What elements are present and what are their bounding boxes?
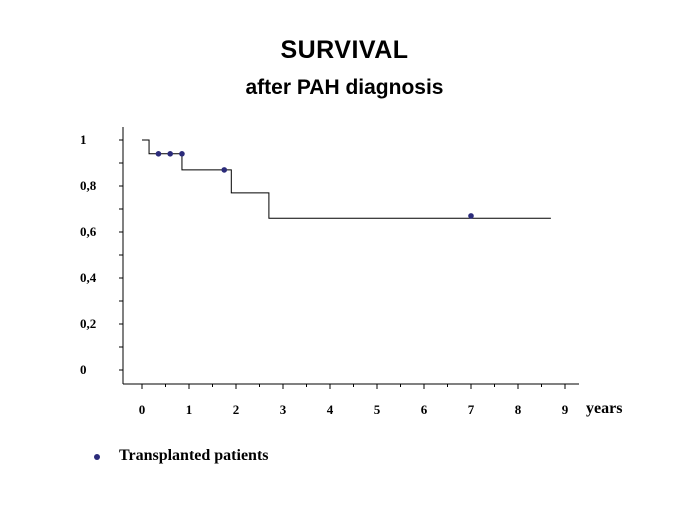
y-tick-label: 1 — [80, 132, 87, 147]
x-axis-ticks: 0 1 2 3 4 5 6 7 8 9 — [139, 384, 569, 417]
transplant-marker — [221, 167, 228, 173]
legend-label-transplanted: Transplanted patients — [119, 447, 269, 464]
x-tick-label: 8 — [515, 402, 522, 417]
transplant-marker — [468, 213, 474, 219]
x-tick-label: 2 — [233, 402, 240, 417]
legend: Transplanted patients — [94, 447, 269, 465]
axes — [122, 127, 579, 385]
y-tick-label: 0,4 — [80, 270, 97, 285]
x-tick-label: 6 — [421, 402, 428, 417]
x-tick-label: 1 — [186, 402, 193, 417]
y-tick-label: 0 — [80, 362, 87, 377]
chart-title: SURVIVAL — [280, 36, 409, 64]
x-tick-label: 5 — [374, 402, 381, 417]
y-tick-label: 0,2 — [80, 316, 96, 331]
y-tick-label: 0,8 — [80, 178, 97, 193]
x-tick-label: 9 — [562, 402, 569, 417]
x-tick-label: 0 — [139, 402, 146, 417]
y-axis-ticks: 0 0,2 0,4 0,6 0,8 1 — [80, 132, 123, 377]
x-tick-label: 4 — [327, 402, 334, 417]
chart-subtitle: after PAH diagnosis — [245, 76, 444, 99]
transplant-marker — [167, 151, 173, 157]
y-tick-label: 0,6 — [80, 224, 97, 239]
transplant-marker — [155, 151, 162, 157]
legend-marker-dot — [94, 454, 100, 460]
x-axis-label: years — [586, 400, 622, 417]
transplant-marker — [179, 151, 185, 157]
x-tick-label: 3 — [280, 402, 287, 417]
survival-step-line — [142, 139, 551, 219]
x-tick-label: 7 — [468, 402, 475, 417]
plot-series — [142, 139, 551, 219]
